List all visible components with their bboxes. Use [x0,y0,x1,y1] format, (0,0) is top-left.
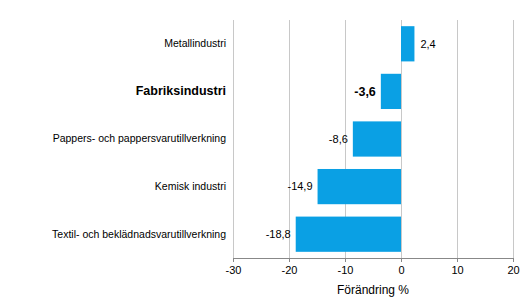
grid-line [457,20,458,258]
tick-mark [233,258,234,262]
grid-line [513,20,514,258]
y-tick: Textil- och beklädnadsvarutillverkning [52,228,226,240]
tick-label: -20 [282,264,298,276]
y-tick: Metallindustri [164,37,226,49]
category-label: Fabriksindustri [136,84,226,98]
data-labels: 2,4 -3,6 -8,6 -14,9 -18,8 [266,38,436,240]
bar [296,217,401,252]
grid-line [233,20,234,258]
bars [296,26,415,252]
bar [401,26,414,61]
x-tick: 0 [398,258,404,276]
category-label: Pappers- och pappersvarutillverkning [53,132,227,144]
tick-mark [289,258,290,262]
tick-label: 0 [398,264,404,276]
axis-title: Förändring % [337,283,409,297]
tick-mark [401,258,402,262]
data-label: 2,4 [420,38,435,50]
y-axis: Metallindustri Fabriksindustri Pappers- oc… [52,37,226,239]
bar [318,169,401,204]
data-label: -18,8 [266,228,291,240]
x-tick: -10 [338,258,354,276]
x-axis-line [234,258,514,259]
grid-line [289,20,290,258]
tick-mark [513,258,514,262]
x-tick: 20 [507,258,519,276]
grid [233,20,513,258]
chart: -30 -20 -10 0 10 20 Metallindustri Fabriksindus… [0,0,525,300]
category-label: Kemisk industri [155,180,226,192]
tick-mark [457,258,458,262]
bar [353,121,401,156]
x-tick: 10 [451,258,463,276]
x-tick: -20 [282,258,298,276]
tick-label: -10 [338,264,354,276]
tick-mark [345,258,346,262]
bar [381,74,401,109]
category-label: Metallindustri [164,37,226,49]
data-label: -3,6 [354,85,376,99]
plot: -30 -20 -10 0 10 20 Metallindustri Fabriksindus… [52,20,520,276]
data-label: -8,6 [329,133,348,145]
tick-label: 10 [451,264,463,276]
data-label: -14,9 [287,180,312,192]
x-tick: -30 [226,258,242,276]
x-axis: -30 -20 -10 0 10 20 [226,258,520,276]
y-tick: Pappers- och pappersvarutillverkning [53,132,227,144]
tick-label: -30 [226,264,242,276]
category-label: Textil- och beklädnadsvarutillverkning [52,228,226,240]
tick-label: 20 [507,264,519,276]
y-tick: Kemisk industri [155,180,226,192]
y-tick: Fabriksindustri [136,84,226,98]
